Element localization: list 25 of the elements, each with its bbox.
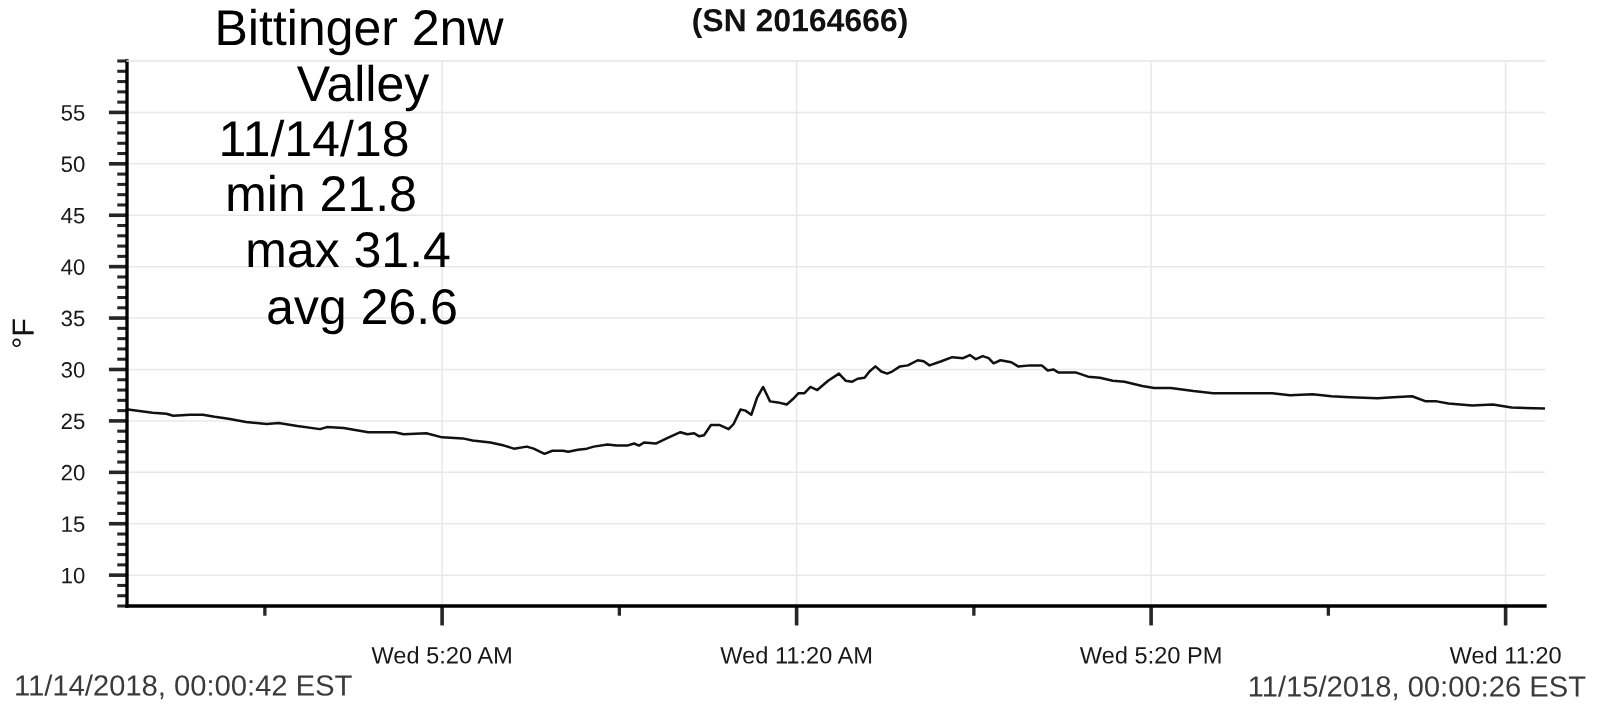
y-tick-label: 55 [61,105,85,121]
annotation: Valley [296,64,430,112]
x-tick-label: Wed 5:20 PM [1079,646,1221,664]
y-tick-label: 15 [62,516,85,533]
y-tick-label: 10 [62,567,85,584]
y-tick-label: 40 [61,259,85,275]
annotation: max 31.4 [248,232,450,268]
x-tick-label: Wed 11:20 AM [720,646,872,664]
y-tick-label: 50 [61,156,85,173]
x-tick-label: Wed 11:20 [1449,646,1561,664]
chart-title: (SN 20164666) [693,8,907,38]
y-axis-title: °F [12,319,34,348]
y-tick-label: 20 [61,464,85,481]
y-tick-label: 45 [61,208,85,224]
x-tick-label: Wed 5:20 AM [371,646,511,664]
annotation: avg 26.6 [268,289,456,335]
y-tick-label: 35 [61,310,85,327]
text: Bittinger 2nw [218,8,504,56]
text: 11/15/2018, 00:00:26 EST [1249,675,1586,701]
annotation: 11/14/18 [222,119,408,157]
y-tick-label: 25 [61,413,85,430]
text: 11/14/2018, 00:00:42 EST [16,674,352,700]
annotation: min 21.8 [228,174,415,212]
line-series [127,353,1545,456]
y-tick-label: 30 [61,362,85,378]
